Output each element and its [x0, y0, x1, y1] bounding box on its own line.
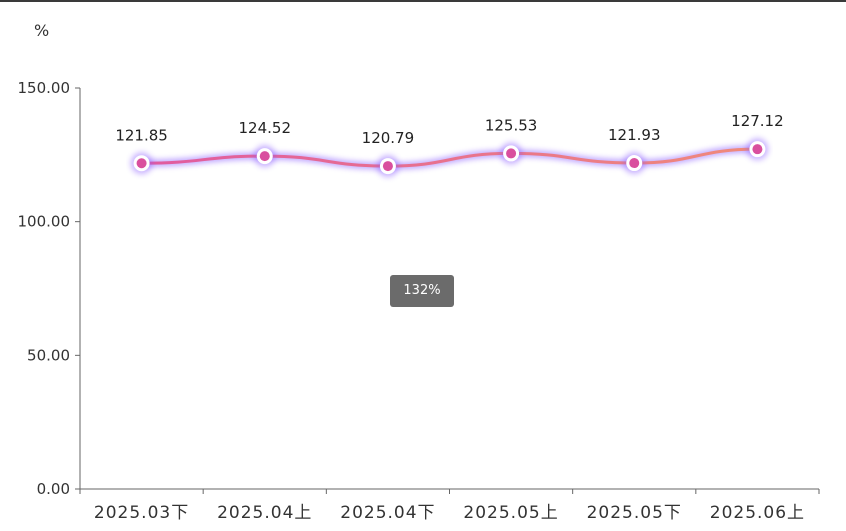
x-tick-label: 2025.05下	[587, 503, 682, 523]
x-tick-label: 2025.06上	[710, 503, 805, 523]
data-point-marker	[629, 158, 640, 169]
data-point	[623, 152, 646, 175]
x-tick-label: 2025.03下	[94, 503, 189, 523]
data-point	[130, 152, 153, 175]
y-axis: 0.00 50.00 100.00 150.00	[18, 79, 81, 498]
series-line	[141, 145, 758, 170]
x-tick-label: 2025.04下	[340, 503, 435, 523]
data-label: 120.79	[362, 129, 415, 147]
data-point-marker	[382, 161, 393, 172]
y-tick-label: 100.00	[18, 213, 71, 231]
window-top-border	[0, 0, 846, 2]
series-line-path	[141, 147, 758, 168]
data-point	[376, 155, 399, 178]
data-point	[746, 138, 769, 161]
y-tick-label: 0.00	[37, 480, 70, 498]
data-label: 127.12	[731, 112, 784, 130]
x-tick-label: 2025.04上	[217, 503, 312, 523]
data-label: 121.85	[115, 126, 168, 144]
data-point-marker	[752, 144, 763, 155]
y-axis-unit: %	[34, 21, 49, 40]
data-point-marker	[136, 158, 147, 169]
data-point-marker	[506, 148, 517, 159]
x-tick-label: 2025.05上	[463, 503, 558, 523]
zoom-level-badge: 132%	[390, 275, 454, 307]
y-tick-label: 150.00	[18, 79, 71, 97]
data-label: 121.93	[608, 126, 661, 144]
data-label: 125.53	[485, 116, 538, 134]
data-point	[500, 142, 523, 165]
y-tick-label: 50.00	[27, 346, 70, 364]
data-point-marker	[259, 151, 270, 162]
data-label: 124.52	[239, 119, 292, 137]
data-point	[253, 145, 276, 168]
x-axis: 2025.03下 2025.04上 2025.04下 2025.05上 2025.05下…	[79, 488, 820, 523]
data-labels: 121.85 124.52 120.79 125.53 121.93 127.12	[115, 112, 783, 147]
data-points	[130, 138, 769, 178]
